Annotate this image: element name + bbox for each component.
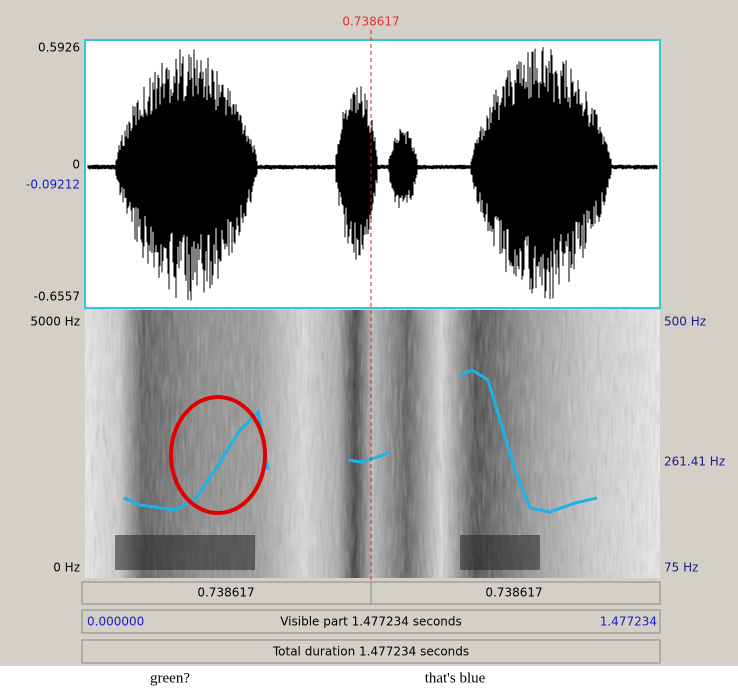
wave-min-label: -0.6557 <box>34 290 80 304</box>
visible-start: 0.000000 <box>87 615 144 629</box>
spec-min-label: 0 Hz <box>53 561 80 575</box>
praat-window: 0.738617 0.5926 0 -0.09212 -0.6557 5000 … <box>0 0 738 688</box>
tier-label: that's blue <box>425 670 486 686</box>
spectrogram-formant <box>460 535 540 570</box>
segment-duration: 0.738617 <box>197 586 254 600</box>
spec-max-label: 5000 Hz <box>30 315 80 329</box>
pitch-cursor-label: 261.41 Hz <box>664 455 725 469</box>
tier-strip <box>0 666 738 688</box>
wave-cursor-value: -0.09212 <box>26 178 80 192</box>
pitch-max-label: 500 Hz <box>664 315 706 329</box>
pitch-min-label: 75 Hz <box>664 561 698 575</box>
page: 0.738617 0.5926 0 -0.09212 -0.6557 5000 … <box>0 0 738 688</box>
visible-label: Visible part 1.477234 seconds <box>280 615 462 629</box>
wave-zero-label: 0 <box>72 158 80 172</box>
wave-max-label: 0.5926 <box>38 41 80 55</box>
segment-duration: 0.738617 <box>485 586 542 600</box>
cursor-label: 0.738617 <box>342 15 399 29</box>
tier-label: green? <box>150 670 190 686</box>
spectrogram-formant <box>115 535 255 570</box>
visible-end: 1.477234 <box>600 615 657 629</box>
total-label: Total duration 1.477234 seconds <box>272 645 469 659</box>
